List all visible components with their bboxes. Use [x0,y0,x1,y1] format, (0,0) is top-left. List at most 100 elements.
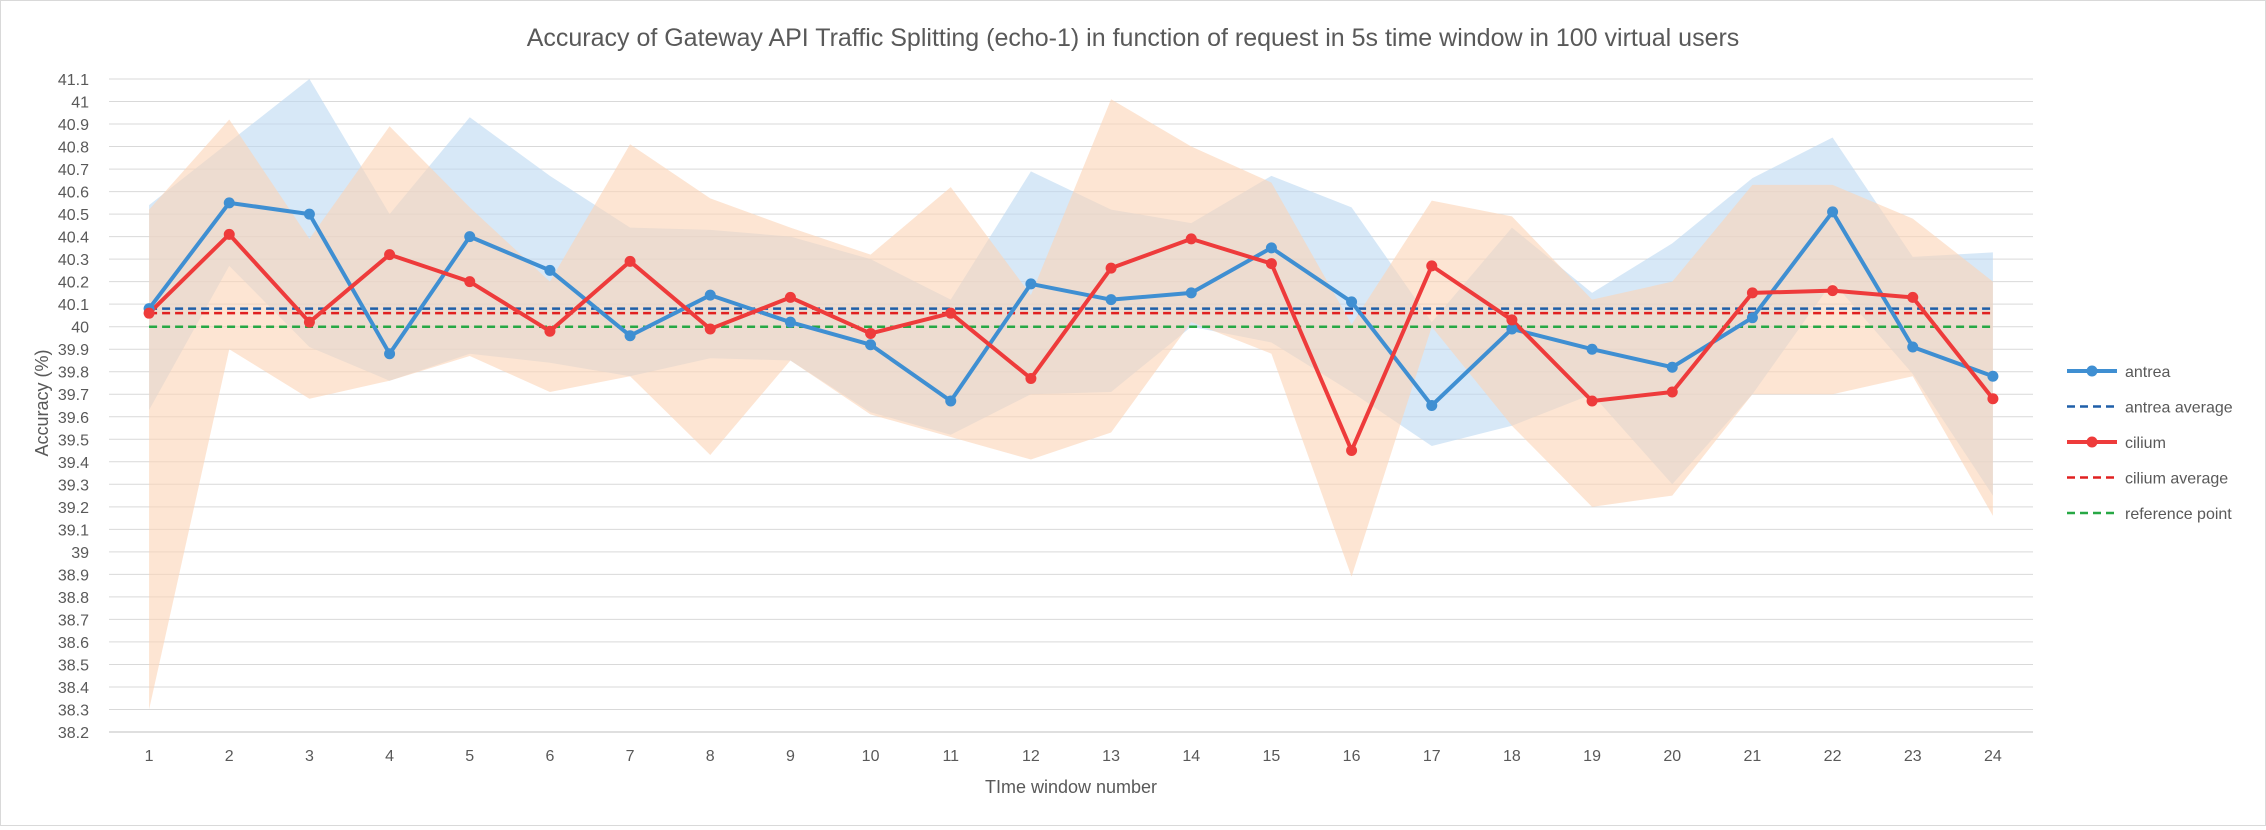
legend-marker-cilium [2086,436,2098,448]
point-antrea [624,330,636,342]
y-tick-label: 38.7 [58,612,89,629]
y-tick-label: 40.3 [58,252,89,269]
point-antrea [384,348,396,360]
y-tick-label: 39.8 [58,365,89,382]
point-cilium [464,276,476,288]
y-tick-label: 40.9 [58,117,89,134]
y-tick-label: 38.4 [58,680,89,697]
y-tick-label: 41 [71,95,89,112]
point-antrea [1907,341,1919,353]
y-tick-label: 38.8 [58,590,89,607]
x-tick-label: 9 [786,748,795,765]
x-tick-label: 24 [1984,748,2002,765]
range-bands [149,79,1993,710]
y-tick-label: 38.3 [58,702,89,719]
x-axis-title: TIme window number [985,777,1157,797]
y-tick-label: 39.4 [58,455,89,472]
x-tick-label: 16 [1343,748,1361,765]
y-tick-label: 38.5 [58,657,89,674]
point-antrea [1426,400,1438,411]
x-tick-label: 15 [1263,748,1281,765]
y-tick-label: 40.8 [58,140,89,157]
x-tick-label: 22 [1824,748,1842,765]
x-tick-label: 12 [1022,748,1040,765]
x-tick-label: 3 [305,748,314,765]
point-cilium [143,307,155,319]
point-cilium [784,291,796,303]
x-tick-label: 17 [1423,748,1441,765]
point-antrea [303,208,315,220]
point-cilium [1185,233,1197,245]
point-cilium [704,323,716,335]
y-tick-label: 38.6 [58,635,89,652]
x-tick-label: 18 [1503,748,1521,765]
point-cilium [945,307,957,319]
legend-label: cilium average [2125,471,2228,488]
x-tick-label: 23 [1904,748,1922,765]
point-antrea [1265,242,1277,254]
x-tick-label: 5 [465,748,474,765]
point-antrea [1746,312,1758,324]
point-antrea [1506,323,1518,335]
x-tick-label: 14 [1182,748,1200,765]
legend-label: antrea [2125,364,2170,381]
point-antrea [1586,343,1598,355]
x-tick-label: 20 [1663,748,1681,765]
point-cilium [303,316,315,328]
x-tick-label: 2 [225,748,234,765]
series-lines [147,200,1995,453]
y-tick-label: 40.6 [58,185,89,202]
point-antrea [1185,287,1197,299]
point-cilium [1025,372,1037,384]
series-points [143,197,1999,457]
point-antrea [1827,206,1839,218]
legend-label: antrea average [2125,400,2233,417]
x-tick-label: 6 [545,748,554,765]
series-line-antrea [147,200,1995,408]
y-tick-label: 40.1 [58,297,89,314]
reference-lines [149,307,1993,328]
y-tick-label: 38.9 [58,567,89,584]
legend-marker-antrea [2086,365,2098,377]
point-cilium [223,228,235,240]
point-cilium [1666,386,1678,398]
y-tick-label: 39.5 [58,432,89,449]
y-tick-label: 39.2 [58,500,89,517]
y-tick-label: 39.7 [58,387,89,404]
point-antrea [223,197,235,209]
x-tick-label: 11 [942,748,959,765]
point-antrea [1105,294,1117,306]
point-antrea [704,289,716,301]
y-tick-label: 39.3 [58,477,89,494]
point-cilium [1426,260,1438,272]
x-tick-labels: 1 2 3 4 5 6 7 8 9 10 11 12 13 14 15 16 17 18 19 20 21 22 23 24 [145,748,2002,765]
point-cilium [1827,285,1839,297]
y-tick-label: 39 [71,545,89,562]
band-cilium [149,99,1993,710]
point-cilium [1586,395,1598,407]
point-antrea [544,264,556,276]
legend: antrea antrea average cilium cilium average… [2067,364,2233,523]
legend-label: cilium [2125,435,2166,452]
point-cilium [865,327,877,339]
point-antrea [1987,370,1999,382]
y-tick-label: 39.1 [58,522,89,539]
y-tick-label: 40 [71,320,89,337]
point-antrea [945,395,957,407]
y-tick-label: 40.2 [58,275,89,292]
point-antrea [1346,296,1358,308]
point-antrea [464,231,476,243]
point-antrea [865,339,877,351]
point-cilium [1265,258,1277,270]
point-cilium [1987,393,1999,405]
y-tick-label: 40.4 [58,230,89,247]
x-tick-label: 7 [626,748,635,765]
point-cilium [1105,262,1117,274]
x-tick-label: 1 [145,748,154,765]
point-cilium [624,255,636,267]
y-tick-label: 40.7 [58,162,89,179]
x-tick-label: 10 [862,748,880,765]
point-antrea [784,316,796,328]
